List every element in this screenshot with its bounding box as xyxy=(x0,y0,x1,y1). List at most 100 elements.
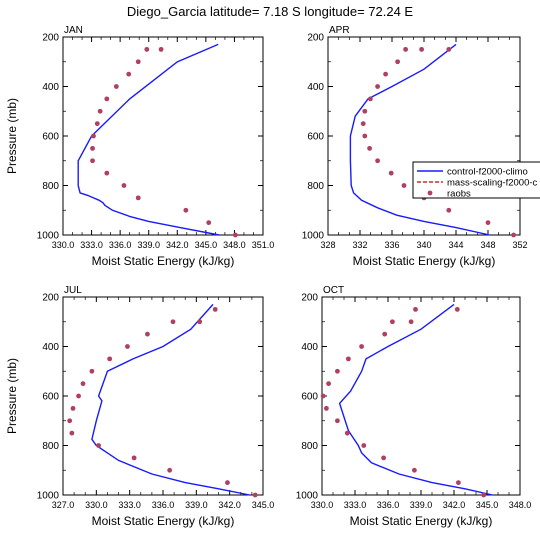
legend-entry: control-f2000-climo xyxy=(447,167,528,178)
raobs-point xyxy=(383,71,388,77)
raobs-point xyxy=(135,59,141,65)
raobs-point xyxy=(80,381,86,387)
x-tick-label: 351.0 xyxy=(252,240,275,250)
x-tick-label: 345.0 xyxy=(195,240,218,250)
raobs-point xyxy=(125,344,130,349)
raobs-point xyxy=(456,480,461,486)
y-tick-label: 1000 xyxy=(296,491,319,502)
raobs-point xyxy=(362,108,368,114)
raobs-point xyxy=(408,319,414,325)
y-tick-label: 200 xyxy=(42,33,59,44)
raobs-point xyxy=(362,133,368,139)
y-tick-label: 800 xyxy=(307,181,324,192)
y-tick-label: 200 xyxy=(301,293,318,304)
x-tick-label: 342.0 xyxy=(218,500,241,510)
raobs-point xyxy=(90,158,95,164)
raobs-point xyxy=(126,71,132,77)
raobs-point xyxy=(94,121,100,127)
x-tick-label: 344 xyxy=(448,240,463,250)
x-tick-label: 342.0 xyxy=(166,240,189,250)
raobs-point xyxy=(135,195,141,201)
legend-box xyxy=(412,161,540,199)
raobs-point xyxy=(96,443,101,448)
raobs-point xyxy=(390,319,395,325)
raobs-point xyxy=(91,133,96,139)
x-tick-label: 330.0 xyxy=(85,500,108,510)
x-tick-label: 327.0 xyxy=(52,500,75,510)
raobs-point xyxy=(375,158,380,164)
y-tick-label: 400 xyxy=(307,82,324,93)
x-tick-label: 339.0 xyxy=(185,500,208,510)
panel-label: JUL xyxy=(64,285,82,296)
panel-label: APR xyxy=(329,25,350,36)
raobs-point xyxy=(511,232,516,238)
raobs-point xyxy=(454,306,460,312)
y-tick-label: 1000 xyxy=(37,231,60,242)
raobs-point xyxy=(104,170,110,176)
y-tick-label: 200 xyxy=(307,33,324,44)
raobs-point xyxy=(67,418,73,424)
series-line-control xyxy=(349,43,490,236)
y-tick-label: 800 xyxy=(42,181,59,192)
panel-jan: JAN 330.0 333.0 336.0 339.0 342.0 345.0 348.0 35… xyxy=(5,25,274,268)
x-tick-label: 336 xyxy=(384,240,399,250)
raobs-point xyxy=(375,84,380,89)
plot-frame xyxy=(327,36,521,236)
raobs-point xyxy=(446,207,452,213)
raobs-point xyxy=(381,455,386,461)
x-tick-label: 333.0 xyxy=(344,500,367,510)
raobs-point xyxy=(412,467,417,473)
y-tick-label: 400 xyxy=(42,342,59,353)
y-tick-label: 600 xyxy=(307,132,324,143)
raobs-point xyxy=(361,443,367,448)
x-tick-label: 348 xyxy=(480,240,495,250)
raobs-point xyxy=(403,46,408,52)
x-tick-label: 352 xyxy=(512,240,527,250)
y-tick-label: 600 xyxy=(301,392,318,403)
raobs-point xyxy=(368,96,373,102)
y-tick-label: 400 xyxy=(42,82,59,93)
legend: control-f2000-climomass-scaling-f2000-cr… xyxy=(412,161,540,200)
raobs-point xyxy=(70,405,76,411)
raobs-point xyxy=(121,183,127,188)
y-tick-label: 1000 xyxy=(302,231,325,242)
panel-jul: JUL 327.0 330.0 333.0 336.0 339.0 342.0 345.0 20… xyxy=(5,285,274,528)
raobs-point xyxy=(485,220,491,226)
raobs-point xyxy=(395,59,400,65)
y-axis-label: Pressure (mb) xyxy=(5,98,19,174)
raobs-point xyxy=(320,393,326,399)
raobs-point xyxy=(90,145,95,151)
x-tick-label: 345.0 xyxy=(252,500,275,510)
x-tick-label: 328 xyxy=(320,240,335,250)
raobs-point xyxy=(388,170,394,176)
plot-frame xyxy=(321,296,521,496)
x-tick-label: 330.0 xyxy=(311,500,334,510)
x-tick-label: 342.0 xyxy=(443,500,466,510)
raobs-point xyxy=(97,108,103,114)
x-tick-label: 336.0 xyxy=(377,500,400,510)
raobs-point xyxy=(344,430,350,436)
panel-label: JAN xyxy=(64,25,83,36)
x-tick-label: 339.0 xyxy=(410,500,433,510)
figure-title: Diego_Garcia latitude= 7.18 S longitude=… xyxy=(127,4,414,19)
series-line-control xyxy=(338,303,493,496)
y-tick-label: 800 xyxy=(301,441,318,452)
panel-oct: OCT 330.0 333.0 336.0 339.0 342.0 345.0 348.0 20… xyxy=(296,285,532,528)
plot-frame xyxy=(62,296,264,496)
raobs-point xyxy=(367,145,372,151)
y-tick-label: 800 xyxy=(42,441,59,452)
raobs-point xyxy=(335,368,340,374)
raobs-point xyxy=(360,121,366,127)
raobs-point xyxy=(113,84,119,89)
raobs-point xyxy=(413,306,418,312)
legend-entry: raobs xyxy=(447,189,471,200)
x-tick-label: 336.0 xyxy=(109,240,132,250)
raobs-point xyxy=(167,467,173,473)
panel-label: OCT xyxy=(323,285,344,296)
legend-entry: mass-scaling-f2000-c xyxy=(447,178,538,189)
raobs-point xyxy=(382,331,388,337)
x-axis-label: Moist Static Energy (kJ/kg) xyxy=(353,254,496,268)
raobs-point xyxy=(170,319,176,325)
raobs-point xyxy=(401,183,407,188)
